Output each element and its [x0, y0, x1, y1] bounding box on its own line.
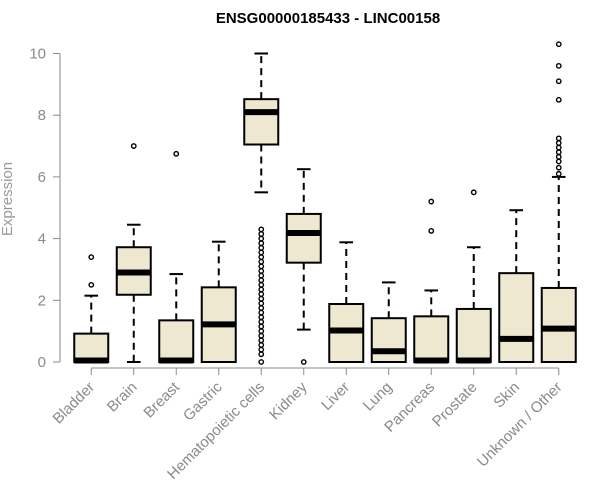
y-tick-label: 10 [29, 46, 46, 63]
outlier-point [258, 240, 265, 247]
outlier-point [555, 140, 562, 146]
box-group [498, 209, 535, 364]
outlier-point [555, 170, 562, 177]
x-tick-label: Skin [490, 379, 523, 412]
outlier-point [258, 286, 265, 293]
outlier-point [258, 323, 265, 330]
box [243, 98, 280, 146]
outlier-point [555, 135, 562, 142]
box-group [158, 150, 195, 364]
y-tick-label: 0 [38, 354, 46, 371]
box [413, 315, 450, 363]
box [455, 307, 492, 364]
outlier-point [258, 314, 265, 321]
x-tick-label: Breast [140, 378, 183, 421]
outlier-point [470, 189, 477, 196]
x-tick-label: Prostate [429, 379, 481, 431]
boxplot-series [73, 41, 577, 365]
y-tick-label: 8 [38, 107, 46, 124]
y-axis-label: Expression [0, 162, 16, 236]
box [285, 212, 322, 264]
box-group [413, 198, 450, 364]
outlier-point [428, 227, 435, 234]
box [540, 286, 577, 363]
box-group [455, 189, 492, 364]
x-tick-label: Kidney [266, 378, 311, 423]
outlier-point [555, 158, 562, 165]
outlier-point [258, 332, 265, 339]
x-tick-label: Brain [104, 379, 141, 416]
box-group [115, 143, 152, 363]
box-group [540, 41, 577, 363]
outlier-point [300, 359, 307, 365]
outlier-point [258, 305, 265, 311]
outlier-point [555, 41, 562, 48]
outlier-point [258, 295, 265, 302]
outlier-point [258, 272, 265, 279]
outlier-point [88, 254, 95, 261]
outlier-point [258, 226, 265, 233]
chart-title: ENSG00000185433 - LINC00158 [216, 10, 440, 27]
outlier-point [555, 96, 562, 103]
outlier-point [258, 258, 265, 265]
outlier-point [258, 231, 265, 237]
outlier-point [258, 281, 265, 288]
outlier-point [555, 144, 562, 151]
outlier-point [258, 277, 265, 284]
box-group [328, 241, 365, 364]
box-group [285, 168, 322, 365]
outlier-point [258, 300, 265, 307]
outlier-point [258, 244, 265, 251]
y-tick-label: 4 [38, 231, 46, 248]
outlier-point [173, 150, 180, 157]
outlier-point [258, 235, 265, 242]
box-group [243, 52, 280, 365]
outlier-point [555, 78, 562, 85]
box [498, 272, 535, 364]
outlier-point [258, 342, 265, 348]
outlier-point [88, 281, 95, 288]
outlier-point [258, 359, 265, 365]
y-axis: 0 2 4 6 8 10 [29, 46, 61, 371]
box-group [73, 254, 110, 364]
outlier-point [258, 254, 265, 261]
box [370, 317, 407, 363]
outlier-point [258, 328, 265, 335]
y-tick-label: 6 [38, 169, 46, 186]
x-tick-label: Bladder [49, 379, 98, 428]
outlier-point [555, 164, 562, 171]
outlier-point [555, 62, 562, 69]
outlier-point [258, 318, 265, 325]
outlier-point [258, 291, 265, 298]
y-tick-label: 2 [38, 292, 46, 309]
outlier-point [258, 268, 265, 274]
outlier-point [130, 143, 137, 149]
outlier-point [258, 309, 265, 316]
x-tick-label: Lung [360, 379, 396, 415]
outlier-point [258, 351, 265, 358]
outlier-point [258, 263, 265, 270]
outlier-point [258, 249, 265, 256]
x-tick-label: Liver [318, 379, 353, 414]
outlier-point [428, 198, 435, 205]
outlier-point [555, 153, 562, 160]
outlier-point [555, 149, 562, 156]
box-group [370, 281, 407, 363]
outlier-point [258, 346, 265, 353]
outlier-point [258, 337, 265, 344]
box-group [200, 240, 237, 363]
box [158, 319, 195, 363]
